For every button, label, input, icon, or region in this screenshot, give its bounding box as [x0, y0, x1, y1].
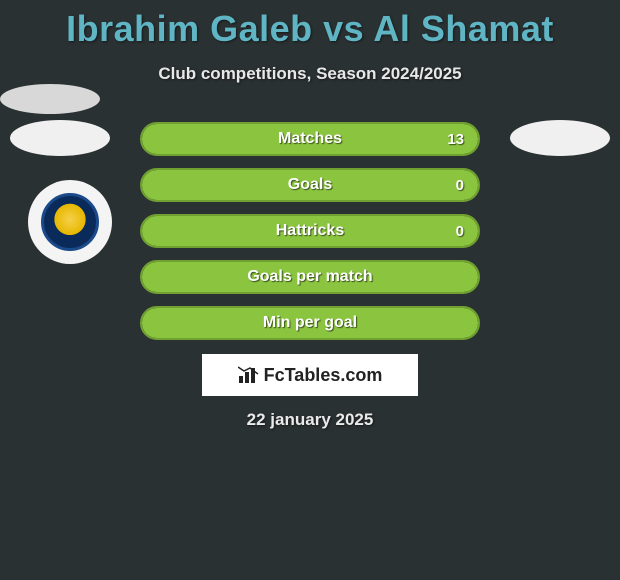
player-right-club-badge — [0, 84, 100, 114]
row-goals-per-match: Goals per match — [140, 260, 480, 294]
row-matches-value-right: 13 — [447, 124, 464, 154]
row-hattricks-value-right: 0 — [456, 216, 464, 246]
branding-banner: FcTables.com — [202, 354, 418, 396]
row-min-per-goal-label: Min per goal — [142, 308, 478, 338]
row-goals-label: Goals — [142, 170, 478, 200]
row-goals-value-right: 0 — [456, 170, 464, 200]
player-right-avatar — [510, 120, 610, 156]
row-goals-per-match-label: Goals per match — [142, 262, 478, 292]
row-matches-label: Matches — [142, 124, 478, 154]
club-badge-icon — [41, 193, 99, 251]
row-hattricks-label: Hattricks — [142, 216, 478, 246]
row-hattricks: Hattricks 0 — [140, 214, 480, 248]
branding-text: FcTables.com — [264, 365, 383, 386]
row-goals: Goals 0 — [140, 168, 480, 202]
comparison-rows: Matches 13 Goals 0 Hattricks 0 Goals per… — [140, 122, 480, 352]
player-left-avatar — [10, 120, 110, 156]
page-subtitle: Club competitions, Season 2024/2025 — [0, 64, 620, 84]
page-title: Ibrahim Galeb vs Al Shamat — [0, 0, 620, 50]
bar-chart-icon — [238, 366, 260, 384]
footer-date: 22 january 2025 — [0, 410, 620, 430]
row-min-per-goal: Min per goal — [140, 306, 480, 340]
row-matches: Matches 13 — [140, 122, 480, 156]
player-left-club-badge — [28, 180, 112, 264]
